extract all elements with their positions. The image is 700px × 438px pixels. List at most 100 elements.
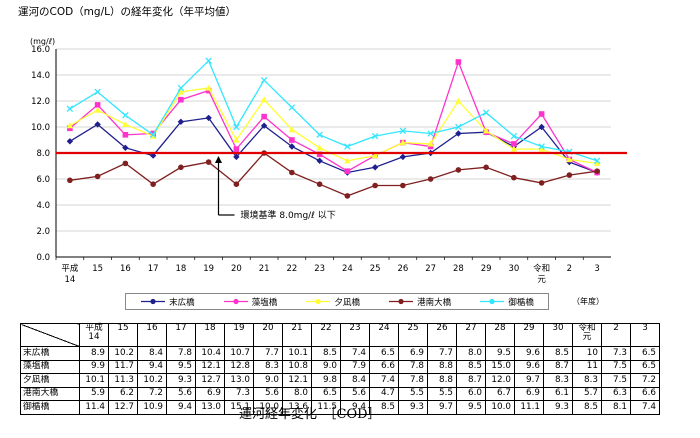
table-year-header: 15 bbox=[108, 323, 138, 347]
data-point-stroke bbox=[122, 112, 129, 119]
data-point bbox=[233, 153, 240, 161]
table-cell: 10 bbox=[572, 346, 602, 361]
table-row: 夕凪橋 10.1 11.3 10.2 9.3 12.7 13.0 9.0 12.1 9.8 8.4 7… bbox=[20, 373, 660, 388]
data-point bbox=[261, 113, 267, 120]
table-row-name: 夕凪橋 bbox=[20, 373, 80, 388]
data-point bbox=[205, 114, 212, 122]
table-year-header: 30 bbox=[543, 323, 573, 347]
table-cell: 7.3 bbox=[224, 386, 254, 401]
data-point bbox=[538, 143, 545, 150]
table-cell: 9.5 bbox=[166, 359, 196, 374]
legend-swatch bbox=[223, 298, 248, 305]
y-tick-label: 12.0 bbox=[31, 97, 50, 107]
y-tick-label: 2.0 bbox=[36, 227, 50, 237]
table-cell: 12.8 bbox=[224, 359, 254, 374]
data-point bbox=[344, 193, 351, 199]
table-cell: 7.3 bbox=[601, 346, 631, 361]
series-line bbox=[69, 60, 598, 174]
data-point bbox=[371, 152, 379, 159]
year-part: 元 bbox=[582, 332, 592, 342]
table-year-header: 22 bbox=[311, 323, 341, 347]
data-point-stroke bbox=[482, 109, 490, 116]
legend: 末広橋 藻塩橋 夕凪橋 港南大橋 御楯橋 bbox=[125, 293, 549, 310]
table-row-name: 港南大橋 bbox=[20, 386, 80, 401]
data-point bbox=[288, 126, 296, 133]
table-cell: 12.0 bbox=[485, 373, 515, 388]
x-tick-label: 29 bbox=[481, 264, 492, 274]
data-point-stroke bbox=[455, 123, 462, 131]
table-cell: 9.3 bbox=[166, 373, 196, 388]
table-cell: 5.9 bbox=[79, 386, 109, 401]
y-axis: 0.0 2.0 4.0 6.0 8.0 10.0 12.0 14.0 16.0(mg/ℓ) bbox=[30, 37, 57, 263]
table-row-name: 御楯橋 bbox=[20, 400, 80, 415]
data-point bbox=[205, 159, 212, 165]
table-cell: 6.9 bbox=[514, 386, 544, 401]
x-tick-label: 27 bbox=[425, 264, 436, 274]
table-year-header: 16 bbox=[137, 323, 167, 347]
table-row-name: 末広橋 bbox=[20, 346, 80, 361]
table-cell: 7.8 bbox=[166, 346, 196, 361]
table-cell: 6.1 bbox=[543, 386, 573, 401]
y-tick-label: 4.0 bbox=[36, 201, 50, 211]
data-point bbox=[344, 168, 351, 174]
table-cell: 7.5 bbox=[601, 359, 631, 374]
table-cell: 8.5 bbox=[572, 400, 602, 415]
table-row: 港南大橋 5.9 6.2 7.2 5.6 6.9 7.3 5.6 8.0 6.5 5.6 4.7 5.5… bbox=[20, 386, 660, 401]
data-point bbox=[455, 130, 462, 137]
line-chart: 0.0 2.0 4.0 6.0 8.0 10.0 12.0 14.0 16.0(mg/ℓ) 平成… bbox=[30, 37, 627, 285]
x-tick-label: 16 bbox=[120, 264, 131, 274]
data-point bbox=[316, 151, 323, 158]
table-year-header: 27 bbox=[456, 323, 486, 347]
data-point bbox=[288, 104, 296, 111]
table-year-header: 26 bbox=[427, 323, 457, 347]
table-cell: 10.2 bbox=[108, 346, 138, 361]
table-cell: 10.1 bbox=[282, 346, 312, 361]
table-cell: 12.7 bbox=[195, 373, 225, 388]
series-group bbox=[66, 57, 601, 199]
table-year-header: 19 bbox=[224, 323, 254, 347]
data-point bbox=[94, 106, 101, 113]
table-cell: 11.4 bbox=[79, 400, 109, 415]
x-tick-label: 2 bbox=[567, 264, 572, 274]
table-corner bbox=[20, 323, 80, 347]
series-1 bbox=[66, 114, 601, 176]
table-cell: 6.6 bbox=[630, 386, 660, 401]
data-point-stroke bbox=[344, 143, 351, 150]
table-cell: 10.2 bbox=[137, 373, 167, 388]
table-cell: 15.0 bbox=[485, 359, 515, 374]
x-tick-label: 28 bbox=[453, 264, 464, 274]
table-cell: 4.7 bbox=[369, 386, 399, 401]
table-cell: 8.1 bbox=[601, 400, 631, 415]
data-point bbox=[316, 157, 323, 164]
table-cell: 6.5 bbox=[630, 359, 660, 374]
series-line bbox=[69, 87, 598, 165]
table-cell: 12.1 bbox=[282, 373, 312, 388]
data-table: 平成 14 15 16 17 18 19 20 21 22 23 24 25 26 27 28 29 30 令和元 2… bbox=[20, 323, 660, 415]
table-cell: 7.8 bbox=[398, 373, 428, 388]
year-part: 14 bbox=[88, 332, 100, 342]
table-cell: 5.7 bbox=[572, 386, 602, 401]
threshold-label: 環境基準 8.0mg/ℓ 以下 bbox=[241, 209, 336, 221]
data-point bbox=[510, 145, 518, 152]
data-point bbox=[150, 181, 156, 187]
data-point bbox=[427, 140, 434, 147]
data-point bbox=[205, 87, 212, 94]
table-year-header: 平成 14 bbox=[79, 323, 109, 347]
data-point bbox=[538, 180, 545, 186]
table-cell: 8.4 bbox=[137, 346, 167, 361]
table-cell: 8.5 bbox=[456, 359, 486, 374]
data-point-stroke bbox=[94, 88, 101, 96]
data-point bbox=[399, 139, 407, 146]
data-point bbox=[205, 57, 212, 64]
table-cell: 8.8 bbox=[427, 373, 457, 388]
table-year-header: 17 bbox=[166, 323, 196, 347]
table-cell: 10.4 bbox=[195, 346, 225, 361]
table-cell: 8.7 bbox=[543, 359, 573, 374]
table-cell: 11.1 bbox=[514, 400, 544, 415]
y-tick-label: 16.0 bbox=[31, 45, 50, 55]
table-cell: 12.7 bbox=[108, 400, 138, 415]
table-year-header: 20 bbox=[253, 323, 283, 347]
x-tick-label: 30 bbox=[508, 264, 519, 274]
x-tick-label: 令和元 bbox=[533, 263, 550, 285]
table-cell: 7.2 bbox=[630, 373, 660, 388]
